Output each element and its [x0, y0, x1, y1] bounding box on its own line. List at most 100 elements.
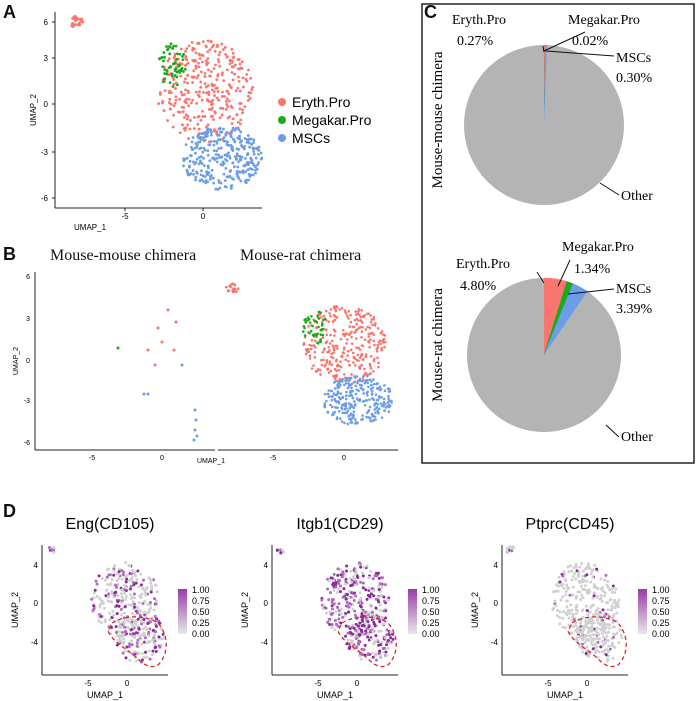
feature-point: [366, 593, 370, 597]
colorbar-label: 0.50: [652, 607, 670, 617]
panel-b-ylabel: UMAP_2: [13, 347, 20, 375]
point-eryth: [215, 130, 219, 133]
panel-a-ytick: 0: [44, 100, 49, 109]
feature-point: [611, 641, 615, 645]
feature-point: [605, 583, 609, 587]
point-mscs: [343, 421, 346, 425]
point-megakar: [182, 70, 185, 73]
point-eryth: [196, 122, 200, 126]
feature-point: [136, 638, 140, 642]
point-mscs: [188, 173, 191, 177]
point-eryth: [225, 89, 229, 93]
point-eryth: [157, 102, 160, 105]
feature-point: [565, 599, 569, 603]
point-mscs: [368, 378, 372, 382]
feature-point: [576, 590, 580, 594]
point-mscs: [246, 168, 250, 172]
point-mscs: [346, 386, 350, 390]
point-eryth: [218, 64, 222, 68]
point-eryth: [372, 333, 376, 336]
point-mscs: [330, 405, 334, 409]
feature-point: [107, 592, 111, 596]
pie1: [463, 44, 624, 205]
feature-point: [137, 600, 141, 604]
point-mscs: [354, 392, 358, 396]
feature-point: [341, 595, 345, 599]
feature-point: [617, 641, 621, 645]
point-eryth: [335, 369, 338, 373]
feature-point: [280, 548, 284, 552]
feature-point: [352, 643, 356, 647]
point-eryth: [357, 308, 361, 311]
point-mscs: [362, 374, 365, 378]
point-megakar: [162, 51, 166, 54]
point-eryth: [347, 310, 351, 313]
feature-point: [569, 603, 573, 607]
point-eryth: [197, 65, 201, 69]
point-eryth: [236, 287, 240, 291]
feature-point: [585, 645, 589, 649]
point-megakar: [310, 314, 313, 318]
point-megakar: [181, 55, 184, 58]
feature-point: [595, 618, 599, 622]
point-mscs: [375, 406, 378, 410]
feature-point: [386, 638, 390, 642]
feature-point: [569, 564, 573, 568]
point-mscs: [351, 396, 355, 400]
feature-point: [133, 636, 137, 640]
feature-point: [104, 594, 108, 598]
feature-point: [359, 596, 363, 600]
feature-point: [564, 611, 568, 615]
point-eryth: [310, 344, 314, 347]
point-eryth: [192, 75, 196, 79]
point-mscs: [235, 170, 239, 173]
point-eryth: [183, 80, 186, 84]
point-eryth: [379, 342, 382, 346]
point-mscs: [352, 410, 356, 413]
point-mscs: [216, 188, 220, 191]
point-eryth: [224, 99, 228, 103]
feature-point: [359, 580, 363, 584]
point-mscs: [191, 136, 195, 139]
point-megakar: [162, 77, 166, 81]
feature-point: [123, 584, 127, 588]
point-eryth: [324, 309, 328, 313]
feature-point: [580, 584, 584, 588]
point-eryth: [245, 72, 249, 76]
point-mscs: [254, 156, 258, 160]
point-eryth: [221, 48, 225, 51]
colorbar-label: 0.00: [422, 629, 440, 639]
feature-point: [341, 570, 345, 574]
point-eryth: [383, 345, 386, 349]
point-eryth: [197, 61, 200, 65]
feature-point: [129, 584, 133, 588]
point-eryth: [238, 89, 242, 93]
point-mscs: [201, 179, 205, 183]
point-eryth: [210, 88, 214, 92]
point-eryth: [312, 364, 315, 367]
feature-point: [154, 645, 158, 649]
point-mscs: [246, 139, 250, 142]
legend-marker-megakar: [278, 116, 286, 124]
point-eryth: [314, 370, 318, 373]
point-mscs: [334, 406, 337, 409]
point-mscs: [202, 146, 206, 150]
point-mscs: [238, 158, 242, 162]
point-eryth: [241, 85, 245, 89]
feature-point: [614, 587, 618, 591]
feature-point: [368, 603, 372, 607]
point-mscs: [346, 422, 350, 426]
point-eryth: [360, 363, 364, 367]
point-eryth: [230, 61, 234, 64]
feature-point: [385, 628, 389, 632]
point-eryth: [230, 122, 234, 125]
feature-point: [577, 573, 581, 577]
feature-point: [132, 583, 136, 587]
feature-point: [579, 597, 583, 601]
point-eryth: [211, 114, 214, 118]
feature-point: [565, 605, 569, 609]
point-mscs: [215, 156, 219, 160]
feature-point: [356, 624, 360, 628]
point-mscs: [390, 401, 393, 404]
point-eryth: [321, 336, 325, 340]
